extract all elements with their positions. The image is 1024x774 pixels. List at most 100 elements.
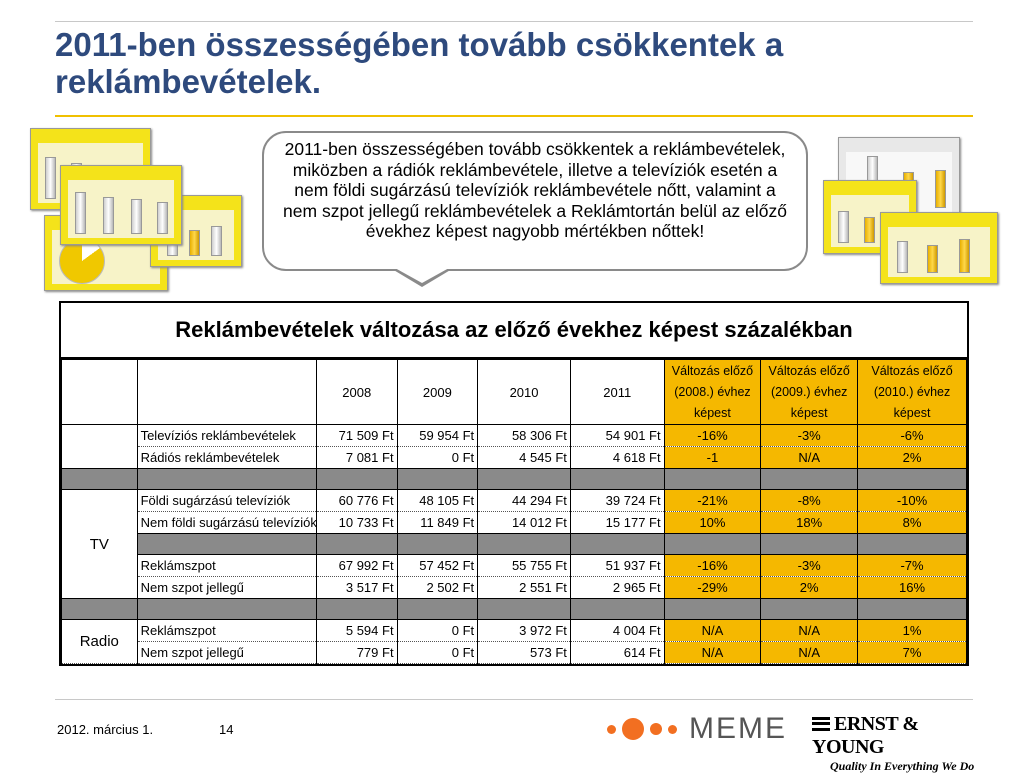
value-cell: 2 502 Ft: [396, 576, 479, 599]
value-cell: 0 Ft: [396, 446, 479, 469]
value-cell: 0 Ft: [396, 619, 479, 642]
header-row: 2008 2009 2010 2011 Változás előző (2008…: [61, 359, 967, 425]
callout-bubble: 2011-ben összességében tovább csökkentek…: [262, 131, 808, 271]
change-cell: N/A: [760, 641, 859, 664]
row-label: Nem földi sugárzású televíziók: [136, 511, 317, 534]
table-row: Televíziós reklámbevételek 71 509 Ft 59 95…: [61, 424, 967, 469]
change-cell: 10%: [663, 511, 762, 534]
thumbnail-chart: [60, 165, 182, 245]
footer-date: 2012. március 1.: [57, 722, 154, 737]
value-cell: 48 105 Ft: [396, 489, 479, 512]
value-cell: 10 733 Ft: [315, 511, 398, 534]
change-cell: 8%: [857, 511, 967, 534]
change-cell: N/A: [760, 446, 859, 469]
ernst-young-logo: ERNST & YOUNG Quality In Everything We D…: [812, 713, 977, 774]
change-cell: 2%: [760, 576, 859, 599]
change-cell: 7%: [857, 641, 967, 664]
change-cell: 16%: [857, 576, 967, 599]
separator-row: [61, 598, 967, 620]
page-number: 14: [219, 722, 234, 737]
value-cell: 3 517 Ft: [315, 576, 398, 599]
change-cell: -16%: [663, 424, 762, 447]
year-header: 2008: [315, 359, 398, 425]
row-label: Televíziós reklámbevételek: [136, 424, 317, 447]
value-cell: 54 901 Ft: [569, 424, 665, 447]
row-label: Reklámszpot: [136, 619, 317, 642]
value-cell: 2 965 Ft: [569, 576, 665, 599]
change-header: Változás előző (2009.) évhez képest: [760, 359, 859, 425]
value-cell: 5 594 Ft: [315, 619, 398, 642]
value-cell: 39 724 Ft: [569, 489, 665, 512]
value-cell: 614 Ft: [569, 641, 665, 664]
year-header: 2010: [477, 359, 571, 425]
change-cell: -29%: [663, 576, 762, 599]
group-label: TV: [61, 489, 138, 599]
value-cell: 44 294 Ft: [477, 489, 571, 512]
change-cell: -3%: [760, 554, 859, 577]
row-label: Földi sugárzású televíziók: [136, 489, 317, 512]
value-cell: 51 937 Ft: [569, 554, 665, 577]
footer-rule: [55, 699, 973, 700]
ey-tagline: Quality In Everything We Do: [830, 759, 975, 773]
value-cell: 7 081 Ft: [315, 446, 398, 469]
value-cell: 60 776 Ft: [315, 489, 398, 512]
group-label: [61, 424, 138, 469]
table-row: TV Földi sugárzású televíziók 60 776 Ft 48 …: [61, 489, 967, 599]
table-row: Nem szpot jellegű 779 Ft 0 Ft 573 Ft 614 Ft N…: [62, 641, 967, 664]
change-cell: -21%: [663, 489, 762, 512]
thumbnail-chart: [880, 212, 998, 284]
table-row: Radio Reklámszpot 5 594 Ft 0 Ft 3 972 Ft 4 00…: [61, 619, 967, 664]
separator-row: [61, 468, 967, 490]
table-row: Nem szpot jellegű 3 517 Ft 2 502 Ft 2 551 F…: [62, 576, 967, 599]
year-header: 2009: [396, 359, 479, 425]
change-cell: N/A: [663, 641, 762, 664]
revenue-table: Reklámbevételek változása az előző évekh…: [59, 301, 969, 666]
value-cell: 4 004 Ft: [569, 619, 665, 642]
table-row: Reklámszpot 67 992 Ft 57 452 Ft 55 755 Ft 51…: [62, 554, 967, 577]
value-cell: 15 177 Ft: [569, 511, 665, 534]
value-cell: 4 545 Ft: [477, 446, 571, 469]
slide-title: 2011-ben összességében tovább csökkentek…: [55, 26, 784, 100]
change-header: Változás előző (2008.) évhez képest: [663, 359, 762, 425]
value-cell: 67 992 Ft: [315, 554, 398, 577]
change-cell: -1: [663, 446, 762, 469]
change-cell: N/A: [760, 619, 859, 642]
value-cell: 14 012 Ft: [477, 511, 571, 534]
year-header: 2011: [569, 359, 665, 425]
row-label: Nem szpot jellegű: [136, 576, 317, 599]
change-cell: -3%: [760, 424, 859, 447]
change-header: Változás előző (2010.) évhez képest: [857, 359, 967, 425]
change-cell: -8%: [760, 489, 859, 512]
value-cell: 11 849 Ft: [396, 511, 479, 534]
change-cell: 2%: [857, 446, 967, 469]
change-cell: N/A: [663, 619, 762, 642]
change-cell: 18%: [760, 511, 859, 534]
table-title: Reklámbevételek változása az előző évekh…: [61, 303, 967, 359]
change-cell: -10%: [857, 489, 967, 512]
change-cell: -16%: [663, 554, 762, 577]
title-underline: [55, 115, 973, 117]
row-label: Rádiós reklámbevételek: [136, 446, 317, 469]
meme-logo: MEME: [607, 712, 787, 746]
value-cell: 55 755 Ft: [477, 554, 571, 577]
value-cell: 58 306 Ft: [477, 424, 571, 447]
value-cell: 59 954 Ft: [396, 424, 479, 447]
top-rule: [55, 21, 973, 22]
table-row: Rádiós reklámbevételek 7 081 Ft 0 Ft 4 545 …: [62, 446, 967, 469]
separator-row: [62, 533, 967, 555]
ey-logo-text: ERNST & YOUNG: [812, 713, 919, 758]
value-cell: 0 Ft: [396, 641, 479, 664]
ey-logo-icon: [812, 717, 830, 731]
value-cell: 4 618 Ft: [569, 446, 665, 469]
value-cell: 71 509 Ft: [315, 424, 398, 447]
value-cell: 3 972 Ft: [477, 619, 571, 642]
change-cell: 1%: [857, 619, 967, 642]
row-label: Reklámszpot: [136, 554, 317, 577]
value-cell: 573 Ft: [477, 641, 571, 664]
table-row: Nem földi sugárzású televíziók 10 733 Ft 1…: [62, 511, 967, 534]
row-label: Nem szpot jellegű: [136, 641, 317, 664]
meme-logo-text: MEME: [689, 712, 787, 745]
group-label: Radio: [61, 619, 138, 664]
value-cell: 57 452 Ft: [396, 554, 479, 577]
value-cell: 779 Ft: [315, 641, 398, 664]
